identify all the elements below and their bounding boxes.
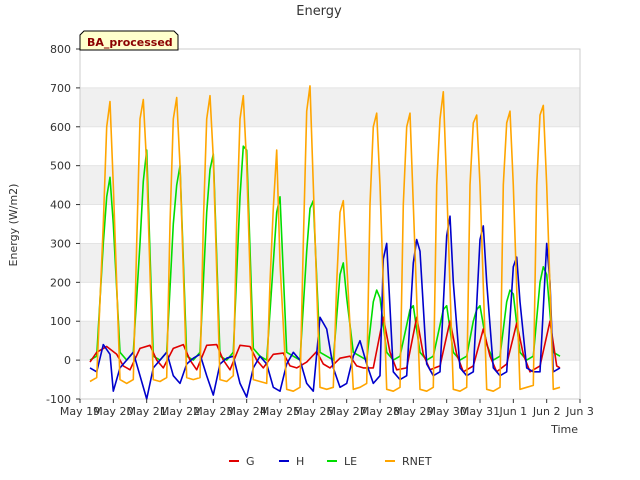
legend-label-h: H	[296, 455, 304, 468]
x-tick-label: Jun 3	[565, 405, 594, 418]
grid-bands	[80, 87, 580, 361]
x-tick-label: May 31	[460, 405, 500, 418]
x-tick-label: May 25	[260, 405, 300, 418]
x-tick-label: May 23	[193, 405, 233, 418]
x-tick-label: May 24	[227, 405, 267, 418]
grid-band	[80, 87, 580, 127]
x-tick-label: May 29	[393, 405, 433, 418]
x-tick-label: May 27	[327, 405, 367, 418]
badge-box	[79, 30, 179, 51]
series-line-h	[89, 215, 561, 400]
grid-band	[80, 321, 580, 361]
legend-label-rnet: RNET	[402, 455, 432, 468]
y-tick-label: 500	[50, 160, 71, 173]
x-tick-label: May 20	[93, 405, 133, 418]
badge-text: BA_processed	[87, 36, 173, 49]
y-tick-label: 600	[50, 121, 71, 134]
x-tick-label: May 22	[160, 405, 200, 418]
x-tick-label: May 26	[293, 405, 333, 418]
series-line-rnet	[89, 85, 561, 392]
plot-frame	[79, 48, 581, 400]
y-axis-ticks: -100 0 100 200 300 400 500 600 700 800	[46, 43, 80, 406]
x-tick-label: May 28	[360, 405, 400, 418]
y-tick-label: 0	[64, 354, 71, 367]
y-tick-label: 400	[50, 199, 71, 212]
series-layer	[89, 85, 561, 400]
chart-title: Energy	[296, 4, 342, 19]
x-axis-label: Time	[550, 423, 578, 436]
y-tick-label: 100	[50, 315, 71, 328]
x-tick-label: May 19	[60, 405, 100, 418]
x-tick-label: May 21	[127, 405, 167, 418]
legend-label-g: G	[246, 455, 255, 468]
y-axis-label: Energy (W/m2)	[7, 184, 20, 267]
grid-band	[80, 243, 580, 283]
grid-band	[80, 165, 580, 205]
y-tick-label: 200	[50, 276, 71, 289]
legend: G H LE RNET	[229, 455, 432, 468]
y-tick-label: -100	[46, 393, 71, 406]
legend-label-le: LE	[344, 455, 357, 468]
y-tick-label: 800	[50, 43, 71, 56]
y-tick-label: 300	[50, 237, 71, 250]
x-tick-label: Jun 2	[532, 405, 561, 418]
y-tick-label: 700	[50, 82, 71, 95]
x-tick-label: Jun 1	[498, 405, 527, 418]
x-tick-label: May 30	[427, 405, 467, 418]
processing-badge: BA_processed	[79, 30, 179, 51]
